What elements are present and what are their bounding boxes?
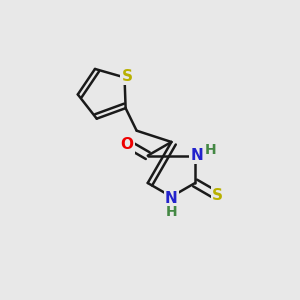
Text: N: N <box>190 148 203 163</box>
Text: O: O <box>120 137 133 152</box>
Text: S: S <box>122 69 132 84</box>
Text: N: N <box>165 191 178 206</box>
Text: H: H <box>205 143 216 157</box>
Text: H: H <box>166 205 177 219</box>
Text: S: S <box>212 188 223 202</box>
